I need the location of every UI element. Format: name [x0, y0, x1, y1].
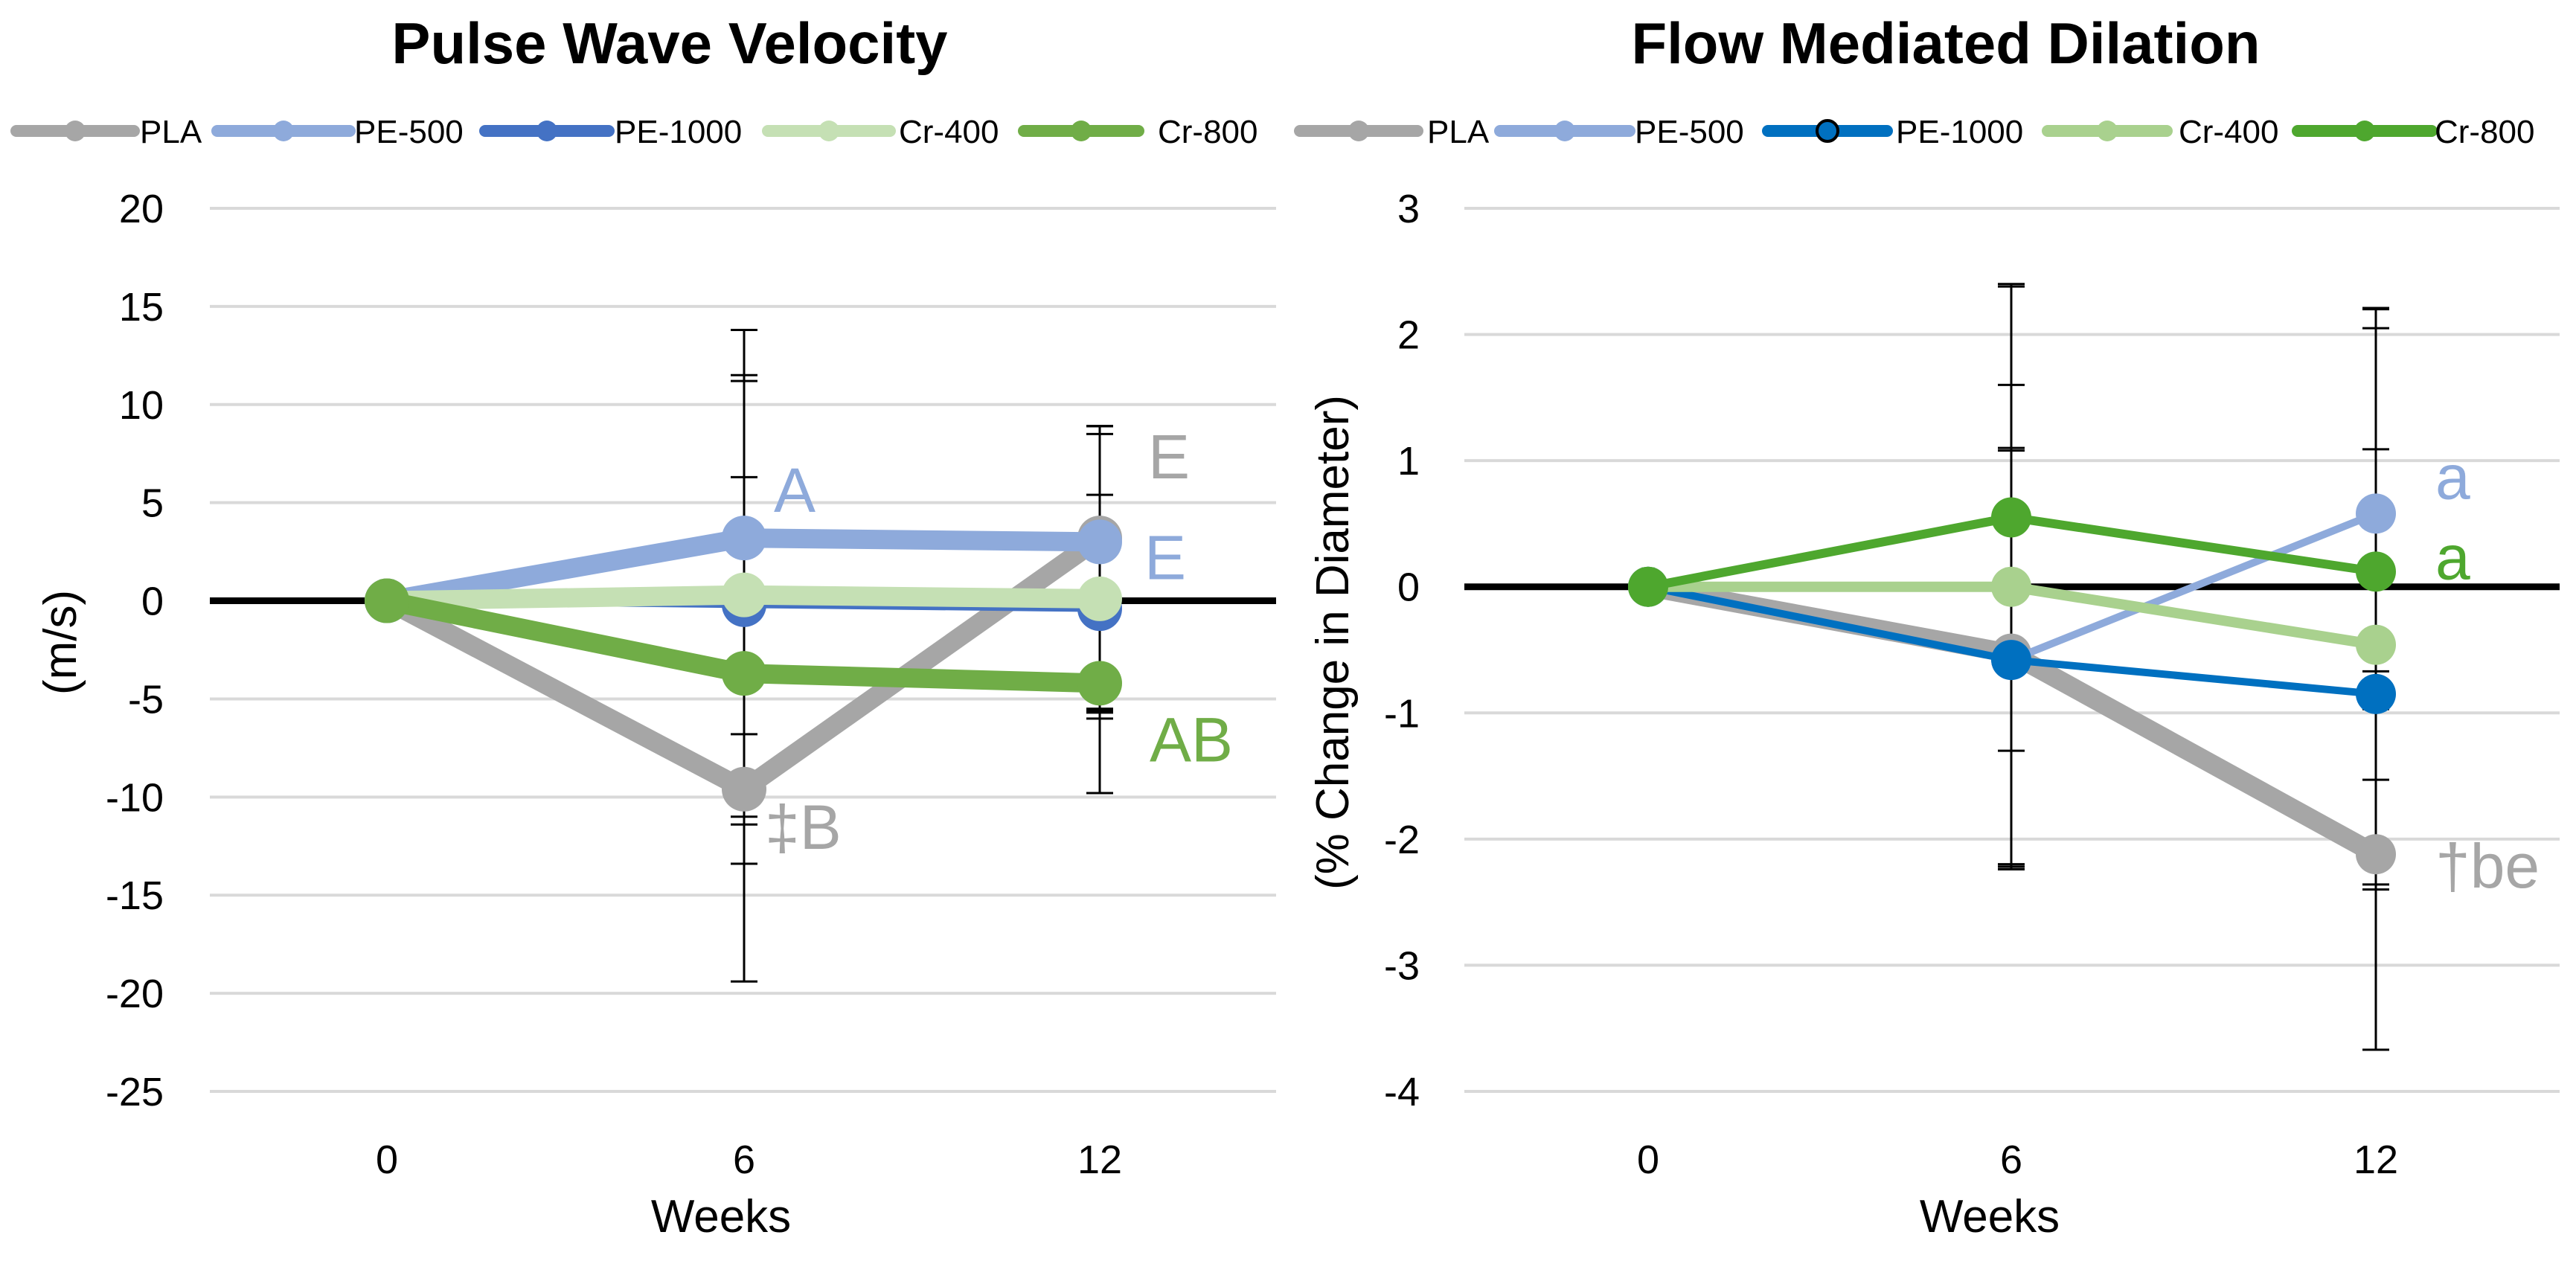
legend-label: PLA [1427, 114, 1490, 150]
legend-item-cr-400: Cr-400 [2042, 114, 2279, 150]
legend-swatch-marker [1071, 121, 1092, 141]
chart-title: Pulse Wave Velocity [391, 10, 947, 76]
legend-swatch-marker [273, 121, 294, 141]
legend-item-cr-800: Cr-800 [2292, 114, 2535, 150]
y-tick-label: -1 [1384, 691, 1420, 736]
legend-swatch-marker [1348, 121, 1369, 141]
y-tick-label: 20 [119, 187, 164, 231]
y-tick-label: 0 [1397, 565, 1420, 610]
data-point-6 [1991, 566, 2031, 607]
legend-item-pe-500: PE-500 [211, 114, 464, 150]
data-point-12 [1077, 519, 1122, 565]
y-axis-label: (% Change in Diameter) [1307, 395, 1359, 890]
chart-title: Flow Mediated Dilation [1631, 10, 2260, 76]
y-tick-label: -15 [106, 873, 164, 918]
legend-label: PE-500 [354, 114, 464, 150]
y-tick-label: -2 [1384, 818, 1420, 862]
y-tick-label: 10 [119, 383, 164, 428]
legend-swatch-marker [1816, 119, 1839, 143]
data-point-12 [2356, 834, 2396, 875]
legend-swatch-marker [65, 121, 86, 141]
x-axis-label: Weeks [651, 1191, 791, 1242]
data-point-12 [2356, 493, 2396, 534]
data-point-12 [2356, 624, 2396, 665]
y-tick-label: 1 [1397, 439, 1420, 484]
y-tick-label: 2 [1397, 313, 1420, 358]
legend: PLA PE-500 PE-1000 Cr-400 Cr-800 [10, 114, 1258, 150]
y-tick-label: -20 [106, 972, 164, 1016]
annotation-label: a [2435, 522, 2470, 592]
series-cr-800 [365, 578, 1122, 706]
legend-swatch-marker [2097, 121, 2118, 141]
legend-item-pe-1000: PE-1000 [1762, 114, 2023, 150]
y-axis-label: (m/s) [35, 590, 86, 695]
data-point-6 [1991, 497, 2031, 538]
data-point-6 [1991, 640, 2031, 681]
data-point-6 [722, 766, 766, 812]
legend-label: Cr-800 [1158, 114, 1258, 150]
legend-item-pla: PLA [1294, 114, 1490, 150]
data-point-12 [1077, 576, 1122, 621]
annotation-label: †be [2435, 831, 2540, 901]
legend-item-pla: PLA [10, 114, 202, 150]
legend-label: PE-1000 [1896, 114, 2023, 150]
annotation-label: A [774, 455, 816, 525]
y-axis-ticks: 3 2 1 0 -1 -2 -3 -4 [1384, 187, 1420, 1114]
annotations: A ‡B EE AB [765, 422, 1233, 862]
x-tick-label: 6 [2000, 1138, 2022, 1182]
chart-pulse-wave-velocity: Pulse Wave Velocity PLA PE-500 PE-1000 Cr-40… [10, 10, 1276, 1242]
y-tick-label: 3 [1397, 187, 1420, 231]
x-tick-label: 6 [733, 1138, 755, 1182]
legend-label: PE-500 [1635, 114, 1744, 150]
x-axis-label: Weeks [1920, 1191, 2060, 1242]
annotation-label: AB [1150, 705, 1233, 774]
data-point-6 [722, 651, 766, 696]
annotation-label: ‡B [765, 792, 842, 862]
legend-swatch-marker [2354, 121, 2375, 141]
legend-item-cr-800: Cr-800 [1018, 114, 1258, 150]
y-tick-label: -25 [106, 1070, 164, 1114]
legend-swatch-marker [536, 121, 557, 141]
legend-swatch-marker [1554, 121, 1575, 141]
annotation-label: a [2435, 442, 2470, 512]
x-tick-label: 0 [1637, 1138, 1659, 1182]
y-tick-label: -4 [1384, 1070, 1420, 1114]
legend-swatch-marker [818, 121, 839, 141]
data-point-6 [722, 572, 766, 617]
legend-item-pe-1000: PE-1000 [479, 114, 742, 150]
y-tick-label: 0 [141, 580, 164, 624]
legend-item-cr-400: Cr-400 [762, 114, 999, 150]
legend-label: Cr-400 [2179, 114, 2279, 150]
y-tick-label: 5 [141, 481, 164, 526]
y-tick-label: 15 [119, 285, 164, 330]
legend-label: PLA [140, 114, 202, 150]
legend-label: Cr-800 [2435, 114, 2535, 150]
y-tick-label: -3 [1384, 943, 1420, 988]
y-tick-label: -5 [128, 677, 164, 722]
y-axis-ticks: 20 15 10 5 0 -5 -10 -15 -20 -25 [106, 187, 164, 1114]
x-tick-label: 0 [376, 1138, 398, 1182]
data-point-12 [2356, 551, 2396, 592]
x-tick-label: 12 [2354, 1138, 2398, 1182]
x-tick-label: 12 [1077, 1138, 1122, 1182]
data-point-0 [365, 578, 409, 623]
annotations: aa †be [2435, 442, 2540, 901]
data-point-6 [722, 516, 766, 561]
series-cr-800 [1628, 497, 2396, 607]
x-axis-ticks: 0 6 12 [376, 1138, 1122, 1182]
annotation-label: E [1144, 522, 1186, 592]
legend-item-pe-500: PE-500 [1494, 114, 1744, 150]
legend: PLA PE-500 PE-1000 Cr-400 Cr-800 [1294, 114, 2535, 150]
legend-label: PE-1000 [615, 114, 742, 150]
data-point-12 [1077, 661, 1122, 706]
x-axis-ticks: 0 6 12 [1637, 1138, 2398, 1182]
legend-label: Cr-400 [899, 114, 999, 150]
y-tick-label: -10 [106, 775, 164, 820]
data-point-12 [2356, 673, 2396, 714]
chart-flow-mediated-dilation: Flow Mediated Dilation PLA PE-500 PE-1000 Cr… [1294, 10, 2560, 1242]
annotation-label: E [1148, 422, 1190, 492]
data-point-0 [1628, 566, 1668, 607]
